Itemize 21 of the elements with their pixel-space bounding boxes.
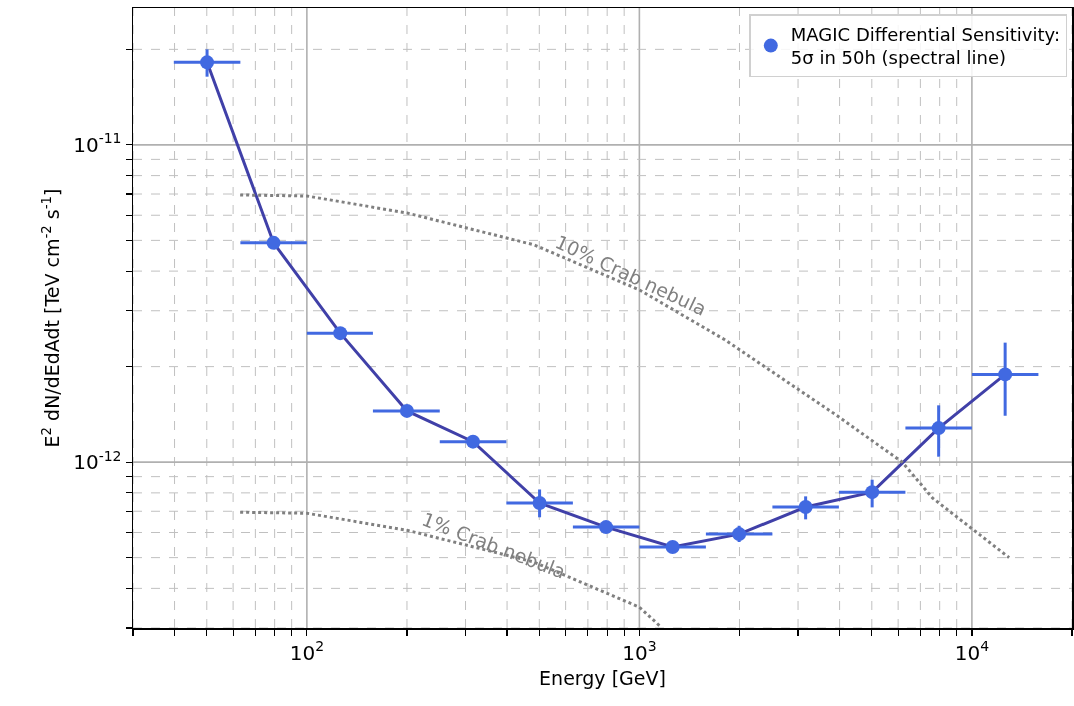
point (466, 434, 481, 449)
annotation: 1% Crab nebula (419, 507, 569, 583)
y-tick-label: 10$^{-11}$ (73, 130, 122, 157)
point (931, 421, 946, 436)
y-tick-label: 10$^{-12}$ (73, 447, 122, 475)
point (665, 540, 680, 554)
point (732, 527, 747, 542)
x-tick-label: 10$^{4}$ (954, 638, 990, 665)
point (333, 326, 348, 341)
point (532, 496, 547, 511)
point (200, 55, 215, 70)
point (998, 367, 1013, 382)
point (599, 520, 614, 535)
point (865, 485, 880, 500)
legend-label: MAGIC Differential Sensitivity: 5σ in 50h (spectral line) (790, 23, 1060, 69)
x-tick-label: 10$^{2}$ (289, 638, 325, 665)
x-axis-title: Energy [GeV] (539, 667, 666, 690)
point (798, 499, 813, 514)
x-tick-label: 10$^{3}$ (622, 638, 657, 665)
point (266, 235, 281, 250)
point (399, 403, 414, 418)
